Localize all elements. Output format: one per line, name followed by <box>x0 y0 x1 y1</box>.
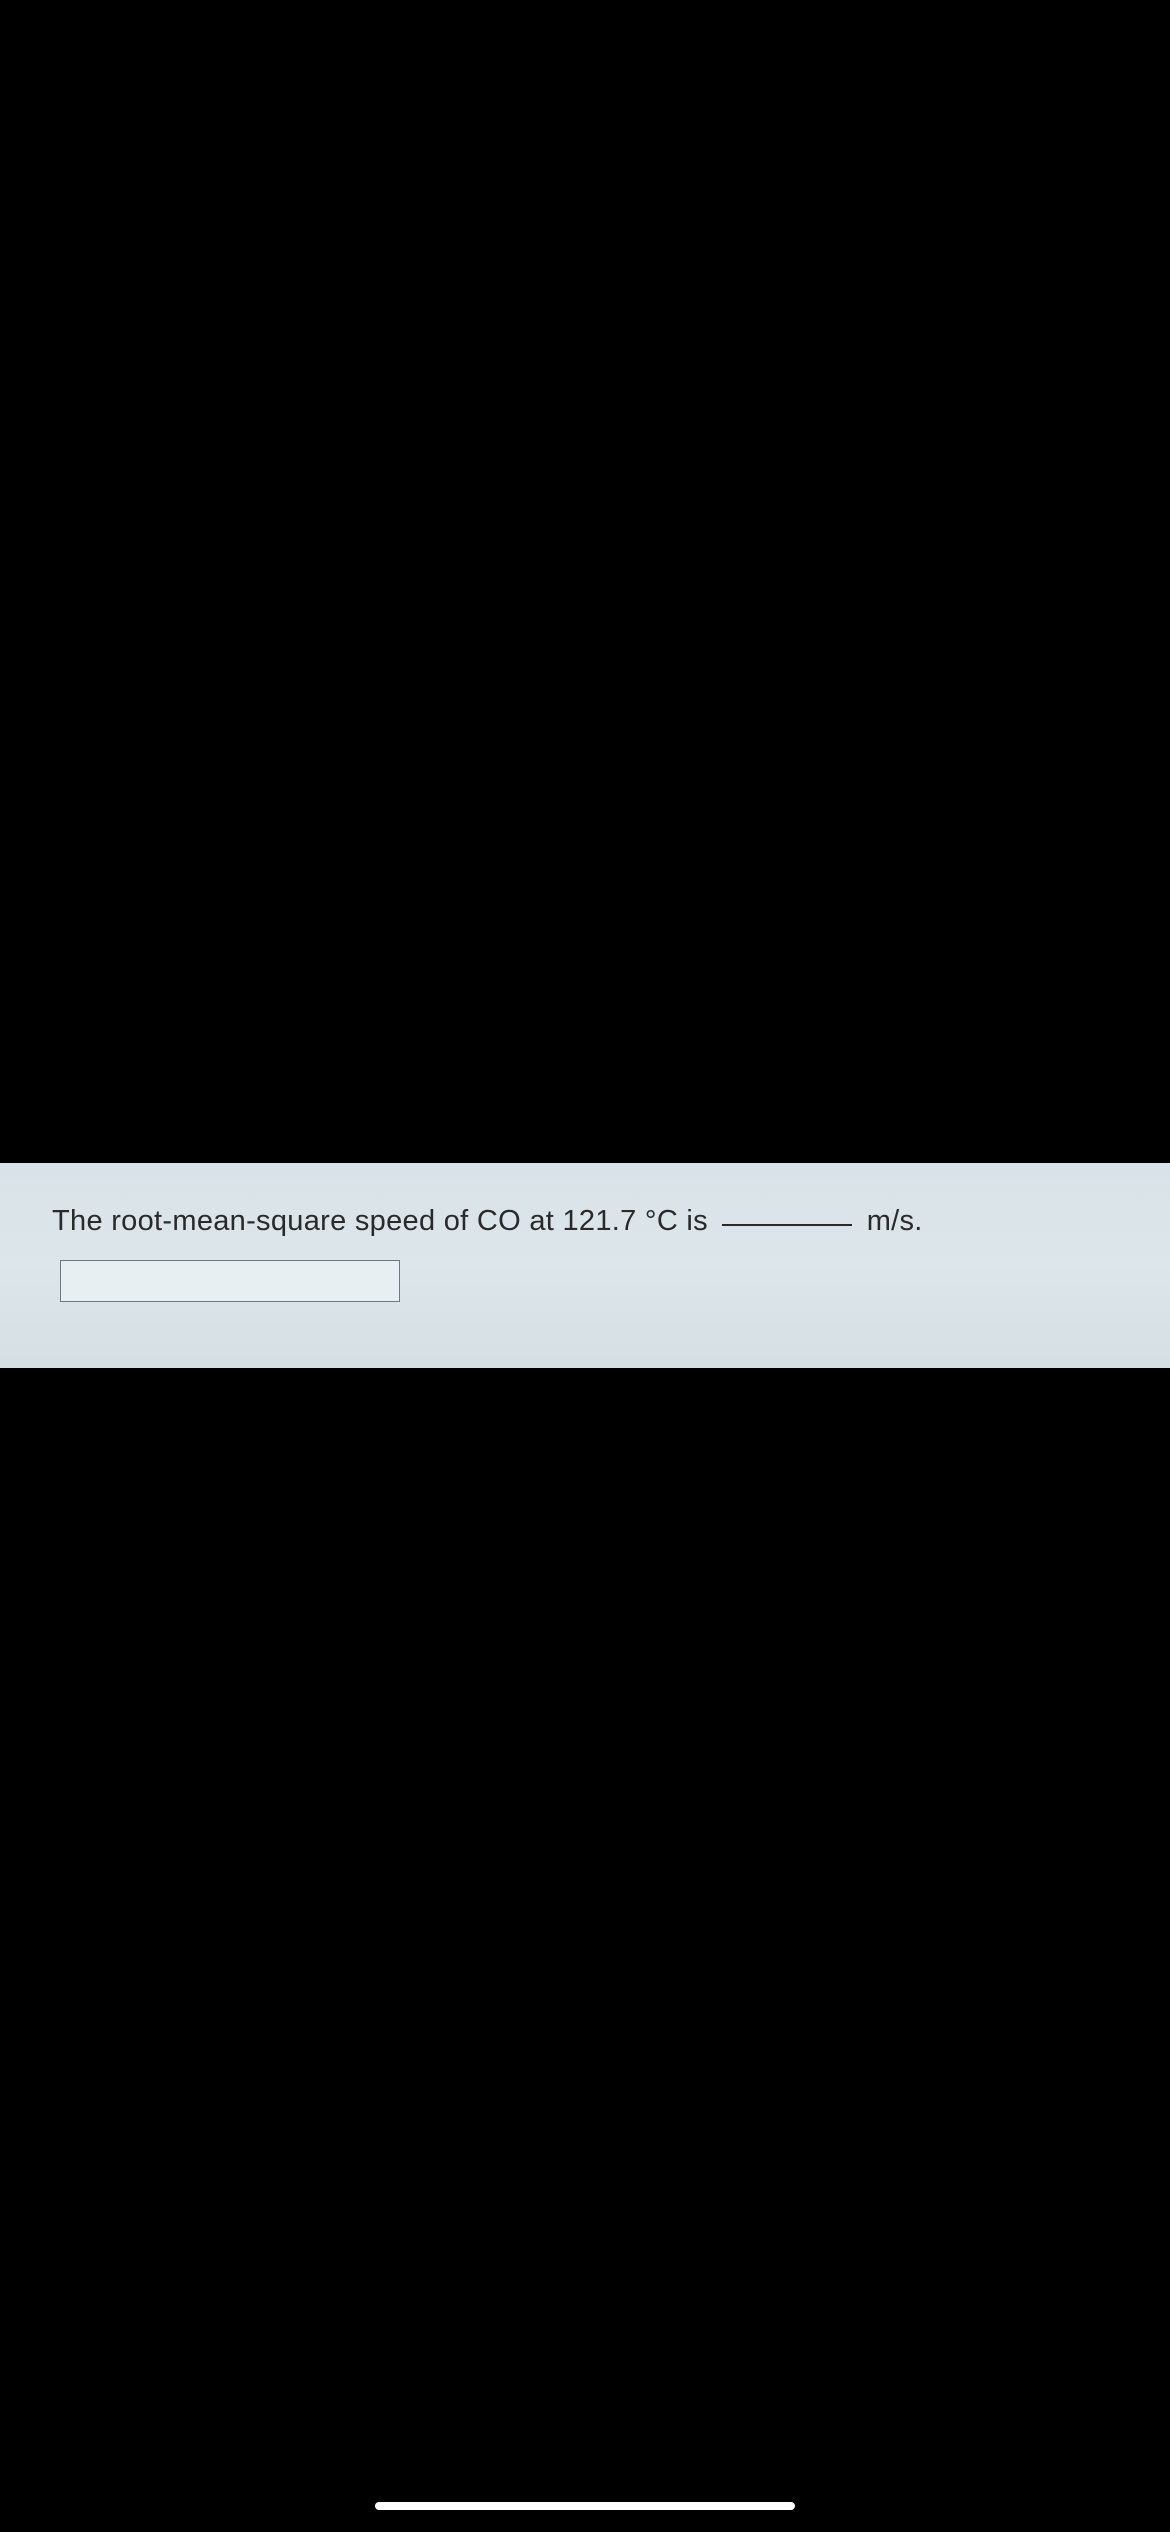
question-text-after: m/s. <box>867 1205 923 1237</box>
answer-input[interactable] <box>60 1260 400 1302</box>
question-text: The root-mean-square speed of CO at 121.… <box>52 1201 1120 1242</box>
question-panel: The root-mean-square speed of CO at 121.… <box>0 1163 1170 1368</box>
question-text-before: The root-mean-square speed of CO at 121.… <box>52 1205 708 1237</box>
blank-line <box>722 1224 852 1226</box>
home-indicator[interactable] <box>375 2502 795 2510</box>
